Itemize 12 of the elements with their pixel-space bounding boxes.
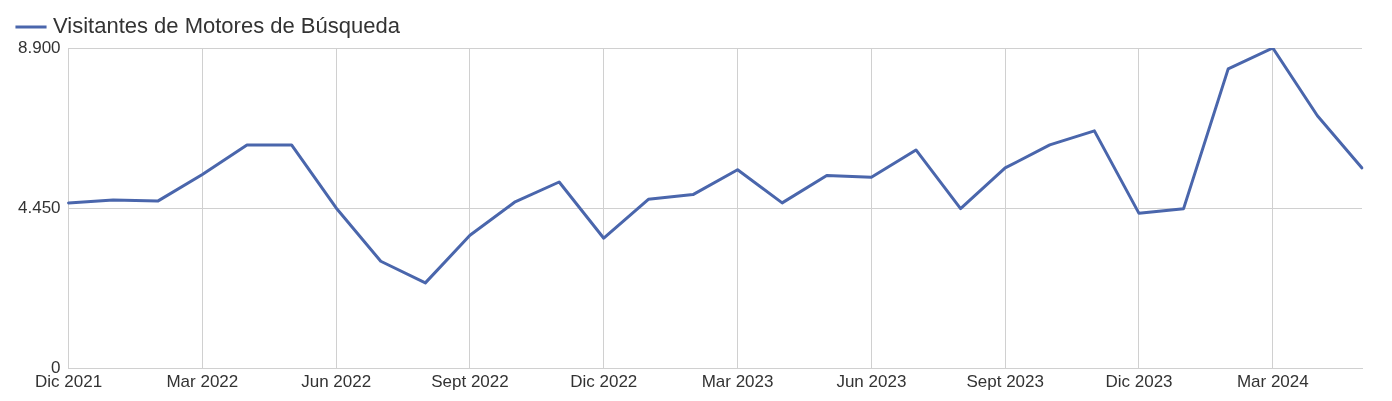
y-tick-label: 8.900 [17, 37, 61, 57]
x-tick-label: Mar 2024 [1236, 372, 1309, 392]
x-tick-label: Sept 2023 [966, 372, 1044, 392]
x-tick-label: Mar 2022 [166, 372, 239, 392]
x-tick-label: Dic 2022 [570, 372, 638, 392]
y-tick-label: 4.450 [17, 197, 61, 217]
x-tick-label: Mar 2023 [701, 372, 774, 392]
x-tick-label: Dic 2023 [1105, 372, 1173, 392]
x-tick-label: Sept 2022 [431, 372, 509, 392]
x-tick-label: Jun 2023 [836, 372, 907, 392]
legend-label: Visitantes de Motores de Búsqueda [53, 13, 401, 39]
x-tick-label: Jun 2022 [301, 372, 372, 392]
